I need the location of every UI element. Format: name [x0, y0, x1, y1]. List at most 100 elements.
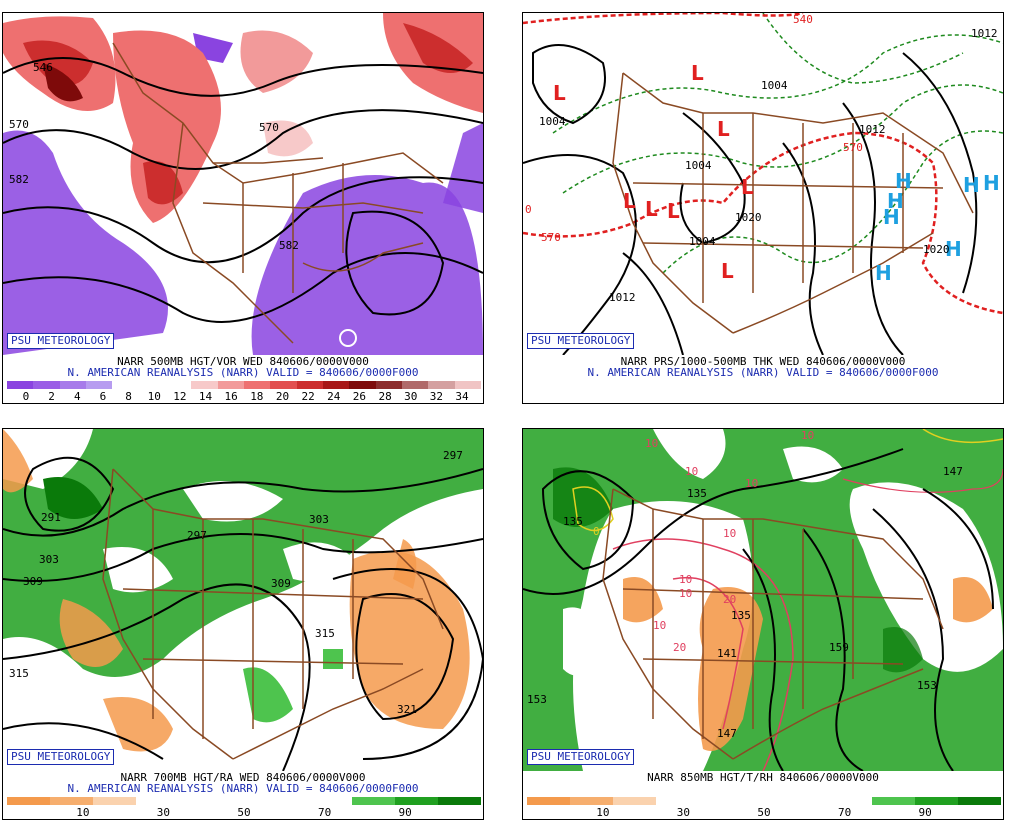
panel-500mb-vorticity: 570 582 570 582 546 PSU METEOROLOGY NARR…	[2, 12, 484, 404]
high-pressure-marker: H	[895, 169, 912, 193]
contour-label: 309	[23, 575, 43, 588]
scale-tick-label: 30	[404, 390, 418, 403]
contour-label: 321	[397, 703, 417, 716]
thickness-label: 570	[541, 231, 561, 244]
scale-tick-label: 8	[125, 390, 132, 403]
scale-tick-label: 14	[198, 390, 213, 403]
isobar-label: 1012	[859, 123, 886, 136]
contour-label: 135	[731, 609, 751, 622]
contour-label: 570	[259, 121, 279, 134]
scale-swatch	[570, 797, 614, 805]
contour-label: 303	[309, 513, 329, 526]
color-scale-ticks: 10 30 50 70 90	[7, 806, 481, 819]
scale-tick-label: 30	[156, 806, 171, 819]
high-pressure-marker: H	[875, 261, 892, 285]
scale-swatch	[243, 381, 271, 389]
low-pressure-marker: L	[553, 81, 566, 105]
isobar-label: 1004	[761, 79, 788, 92]
caption-valid: N. AMERICAN REANALYSIS (NARR) VALID = 84…	[587, 366, 939, 379]
scale-swatch	[375, 381, 402, 389]
scale-swatch	[394, 797, 438, 805]
panel-850mb-temp-humidity: 135 135 135 141 147 147 153 153 159 147 …	[522, 428, 1004, 820]
temp-label: 20	[723, 593, 737, 606]
scale-tick-label: 32	[429, 390, 443, 403]
scale-tick-label: 30	[676, 806, 691, 819]
scale-swatch	[7, 381, 34, 389]
scale-swatch	[785, 797, 829, 805]
scale-tick-label: 2	[48, 390, 55, 403]
contour-label: 147	[717, 727, 737, 740]
contour-label: 546	[33, 61, 53, 74]
panel-pressure-thickness: L L L L L L L L L H H H H H H H 1004 100…	[522, 12, 1004, 404]
low-pressure-marker: L	[667, 199, 680, 223]
pressure-field	[523, 13, 1003, 355]
scale-tick-label: 50	[757, 806, 771, 819]
isobar-label: 1020	[735, 211, 762, 224]
scale-swatch	[217, 381, 244, 389]
scale-tick-label: 18	[250, 390, 264, 403]
scale-swatch	[828, 797, 872, 805]
scale-tick-label: 10	[147, 390, 161, 403]
map-pressure: L L L L L L L L L H H H H H H H 1004 100…	[523, 13, 1003, 355]
scale-swatch	[308, 797, 352, 805]
scale-swatch	[871, 797, 915, 805]
color-scale-bar	[7, 381, 481, 389]
scale-swatch	[454, 381, 481, 389]
caption-product: NARR 700MB HGT/RA WED 840606/0000V000	[120, 771, 366, 784]
high-pressure-marker: H	[983, 171, 1000, 195]
scale-tick-label: 34	[455, 390, 469, 403]
low-pressure-marker: L	[645, 197, 658, 221]
high-pressure-marker: H	[887, 189, 904, 213]
scale-swatch	[33, 381, 60, 389]
vorticity-field	[3, 13, 483, 355]
caption-product: NARR 500MB HGT/VOR WED 840606/0000V000	[117, 355, 369, 368]
contour-label: 297	[187, 529, 207, 542]
scale-swatch	[265, 797, 309, 805]
scale-tick-label: 70	[317, 806, 332, 819]
scale-swatch	[957, 797, 1002, 805]
scale-swatch	[50, 797, 94, 805]
scale-tick-label: 10	[596, 806, 610, 819]
scale-tick-label: 16	[224, 390, 238, 403]
scale-swatch	[656, 797, 700, 805]
temp-label: 0	[593, 525, 600, 538]
scale-swatch	[437, 797, 482, 805]
low-pressure-marker: L	[721, 259, 734, 283]
scale-swatch	[85, 381, 113, 389]
scale-tick-label: 90	[398, 806, 412, 819]
isobar-label: 1004	[689, 235, 716, 248]
scale-swatch	[401, 381, 429, 389]
scale-tick-label: 22	[301, 390, 315, 403]
scale-swatch	[164, 381, 192, 389]
contour-label: 303	[39, 553, 59, 566]
contour-label: 291	[41, 511, 61, 524]
contour-label: 153	[917, 679, 937, 692]
political-boundaries	[112, 42, 444, 344]
contour-label: 582	[279, 239, 299, 252]
scale-swatch	[179, 797, 223, 805]
scale-swatch	[93, 797, 137, 805]
scale-tick-label: 26	[352, 390, 367, 403]
scale-tick-label: 70	[837, 806, 852, 819]
scale-swatch	[296, 381, 323, 389]
low-pressure-marker: L	[717, 117, 730, 141]
isobar-label: 1020	[923, 243, 950, 256]
scale-tick-label: 0	[22, 390, 30, 403]
temp-label: 10	[645, 437, 659, 450]
low-pressure-marker: L	[623, 189, 636, 213]
scale-tick-label: 90	[918, 806, 932, 819]
low-pressure-marker: L	[741, 175, 754, 199]
thickness-label: 540	[793, 13, 813, 26]
scale-tick-label: 20	[275, 390, 290, 403]
temp-label: 10	[745, 477, 759, 490]
scale-swatch	[191, 381, 218, 389]
contour-label: 582	[9, 173, 29, 186]
color-scale-bar	[7, 797, 482, 805]
map-850mb: 135 135 135 141 147 147 153 153 159 147 …	[523, 429, 1003, 771]
isobar-label: 1012	[971, 27, 998, 40]
caption-valid: N. AMERICAN REANALYSIS (NARR) VALID = 84…	[67, 782, 419, 795]
psu-meteorology-badge: PSU METEOROLOGY	[7, 749, 115, 765]
scale-tick-label: 10	[76, 806, 90, 819]
isobar-label: 1004	[685, 159, 712, 172]
contour-label: 147	[943, 465, 963, 478]
